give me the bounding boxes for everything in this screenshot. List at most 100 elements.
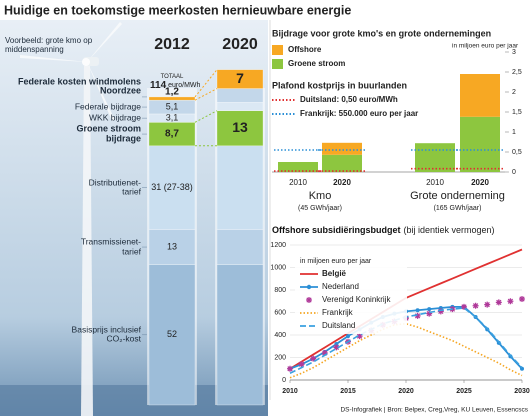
x-tick-label: 2010 [426, 178, 444, 187]
value-label: 7 [236, 70, 244, 86]
point-marker [520, 366, 524, 371]
value-label: 31 (27-38) [151, 182, 193, 192]
value-label: 3,1 [166, 113, 179, 123]
x-tick-label: 2020 [471, 178, 489, 187]
series-name: Basisprijs inclusief CO₂-kost [71, 324, 141, 344]
legend-box [295, 254, 407, 334]
reference-title: Plafond kostprijs in buurlanden [272, 80, 407, 90]
y-tick-label: 2 [512, 89, 516, 96]
group-subtitle: (45 GWh/jaar) [298, 205, 342, 212]
bar-segment [216, 102, 264, 111]
bar-segment [322, 154, 362, 172]
x-tick-label: 2020 [398, 388, 414, 395]
value-label: 13 [232, 119, 248, 135]
star-marker [414, 312, 421, 319]
point-marker [415, 308, 420, 313]
series-name: Federale kosten windmolens Noordzee [17, 76, 141, 96]
chart-title-main: Offshore subsidiëringsbudget [272, 225, 401, 235]
group-label: Kmo [309, 190, 332, 202]
y-tick-label: 1200 [270, 242, 286, 249]
y-tick-label: 1 [512, 129, 516, 136]
series-name: Distributienet-tarief [88, 177, 141, 197]
bar-segment [216, 110, 264, 147]
bar-segment [460, 74, 500, 117]
star-marker [426, 310, 433, 317]
connector [194, 88, 218, 101]
group-subtitle: (165 GWh/jaar) [434, 205, 482, 212]
series-name: Groene stroom bijdrage [76, 123, 141, 144]
legend-label: Verenigd Koninkrijk [322, 295, 391, 304]
star-marker [287, 365, 293, 372]
value-label: 1,2 [165, 87, 179, 98]
total-caption: TOTAAL [161, 74, 184, 80]
legend-label: Duitsland [322, 321, 355, 330]
point-marker [438, 306, 443, 310]
total-label: TOTAAL [161, 74, 184, 80]
value-label: 52 [167, 329, 177, 339]
legend-label: Nederland [322, 282, 359, 291]
legend-marker [306, 284, 312, 290]
chart-title: Bijdrage voor grote kmo's en grote onder… [272, 28, 491, 38]
total-number: 114 [150, 80, 167, 91]
legend-label: Groene stroom [288, 59, 345, 68]
bar-segment [460, 116, 500, 172]
y-axis-label: in miljoen euro per jaar [300, 258, 372, 265]
bar-segment [278, 162, 318, 172]
star-marker [484, 301, 491, 308]
column-header: 2020 [222, 36, 258, 53]
star-marker [495, 299, 502, 306]
total-unit: euro/MWh [168, 82, 200, 89]
value-label: 13 [167, 241, 177, 251]
bar-segment [415, 143, 455, 172]
series-name: WKK bijdrage [89, 112, 141, 123]
legend-label: Frankrijk [322, 308, 354, 317]
y-tick-label: 0,5 [512, 149, 522, 156]
bar-segment [148, 145, 196, 230]
y-tick-label: 2,5 [512, 69, 522, 76]
chart-subtitle: (bij identiek vermogen) [404, 225, 495, 235]
total-value: 114 euro/MWh [150, 80, 201, 91]
bar-segment [148, 229, 196, 265]
bar-segment [148, 96, 196, 101]
y-tick-label: 600 [274, 309, 286, 316]
legend-marker [306, 297, 312, 303]
value-label: 5,1 [166, 101, 179, 111]
page-title: Huidige en toekomstige meerkosten hernie… [4, 3, 351, 17]
bar-segment [148, 264, 196, 406]
y-tick-label: 200 [274, 354, 286, 361]
x-tick-label: 2010 [289, 178, 307, 187]
footer: DS-Infografiek | Bron: Belpex, Creg,Vreg… [340, 407, 528, 414]
legend-swatch [272, 59, 283, 69]
connector [194, 110, 218, 123]
bar-segment [216, 69, 264, 89]
connector [194, 69, 218, 98]
chart-title: Offshore subsidiëringsbudget (bij identie… [272, 225, 495, 235]
series-line [289, 322, 523, 379]
point-marker [346, 334, 350, 339]
star-marker [356, 333, 363, 340]
legend-label: Offshore [288, 45, 322, 54]
legend-label: België [322, 269, 347, 278]
bar-segment [216, 88, 264, 103]
star-marker [519, 296, 525, 302]
bar-segment [322, 142, 362, 155]
bar-segment [216, 264, 264, 406]
y-tick-label: 0 [512, 169, 516, 176]
star-marker [461, 303, 467, 310]
x-tick-label: 2020 [333, 178, 351, 187]
reference-legend-label: Duitsland: 0,50 euro/MWh [300, 95, 398, 104]
star-marker [310, 355, 317, 362]
series-name: Federale bijdrage [74, 101, 141, 112]
reference-legend-label: Frankrijk: 550.000 euro per jaar [300, 109, 418, 118]
bar-segment [216, 145, 264, 230]
value-label: 8,7 [165, 129, 179, 140]
series-name: Transmissienet-tarief [80, 236, 141, 257]
group-label: Grote onderneming [410, 190, 505, 202]
star-marker [333, 344, 340, 351]
star-marker [472, 302, 479, 309]
star-marker [437, 308, 444, 315]
y-tick-label: 400 [274, 332, 286, 339]
wind-turbine [20, 22, 122, 416]
